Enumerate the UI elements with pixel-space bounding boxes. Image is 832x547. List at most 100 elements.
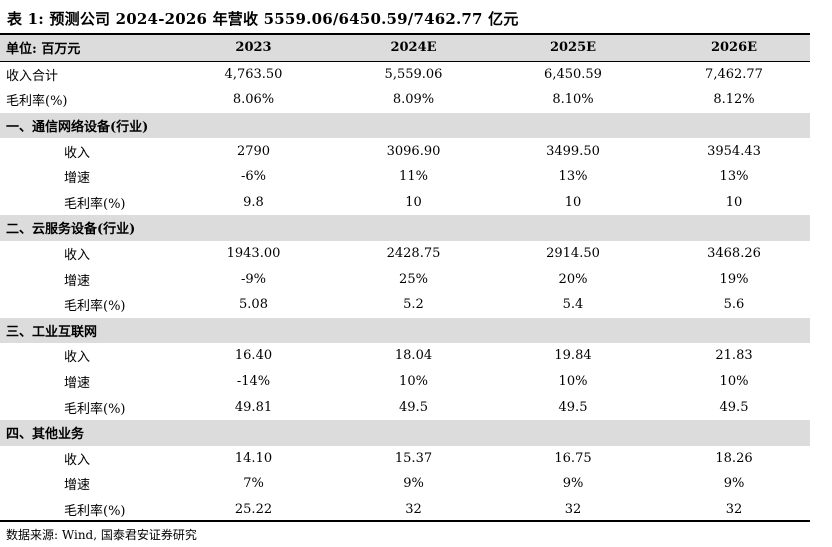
row-label: 增速: [64, 171, 91, 187]
value-cell: 10: [725, 194, 743, 210]
year-header: 2025E: [488, 35, 658, 62]
sub-row: 收入 1943.00 2428.75 2914.50 3468.26: [0, 241, 810, 267]
section-row: 一、通信网络设备(行业): [0, 112, 810, 139]
value-cell: 5.4: [562, 297, 584, 313]
value-cell: 16.75: [554, 450, 592, 466]
value-cell: 49.5: [399, 399, 428, 415]
value-cell: 9%: [562, 476, 584, 492]
value-cell: 18.26: [715, 450, 753, 466]
sub-row: 增速 -9% 25% 20% 19%: [0, 266, 810, 292]
source-note: 数据来源: Wind, 国泰君安证券研究: [6, 528, 197, 542]
value-cell: 2790: [236, 143, 271, 159]
row-label: 增速: [64, 273, 91, 289]
sub-row: 收入 16.40 18.04 19.84 21.83: [0, 343, 810, 369]
section-row: 二、云服务设备(行业): [0, 215, 810, 241]
value-cell: -9%: [240, 271, 267, 287]
summary-row: 收入合计 4,763.50 5,559.06 6,450.59 7,462.77: [0, 61, 810, 87]
value-cell: 49.5: [719, 399, 749, 415]
value-cell: 3954.43: [707, 143, 761, 159]
sub-row: 增速 -6% 11% 13% 13%: [0, 164, 810, 190]
value-cell: 32: [405, 501, 422, 517]
value-cell: 6,450.59: [544, 66, 602, 82]
row-label: 毛利率(%): [64, 401, 126, 417]
row-label: 增速: [64, 376, 91, 392]
sub-row: 毛利率(%) 5.08 5.2 5.4 5.6: [0, 292, 810, 318]
value-cell: 11%: [399, 169, 428, 185]
row-label: 收入: [64, 452, 91, 468]
sub-row: 毛利率(%) 25.22 32 32 32: [0, 497, 810, 523]
value-cell: 9%: [723, 476, 745, 492]
value-cell: 9.8: [243, 194, 264, 210]
year-header: 2024E: [339, 35, 488, 62]
value-cell: 3468.26: [707, 246, 761, 262]
value-cell: 5.08: [239, 297, 268, 313]
sub-row: 增速 -14% 10% 10% 10%: [0, 369, 810, 395]
value-cell: 3499.50: [546, 143, 600, 159]
table-title: 表 1: 预测公司 2024-2026 年营收 5559.06/6450.59/…: [7, 10, 519, 28]
row-label: 毛利率(%): [64, 196, 126, 212]
row-label: 收入: [64, 248, 91, 264]
section-row: 三、工业互联网: [0, 317, 810, 344]
value-cell: 10%: [558, 374, 588, 390]
value-cell: -6%: [240, 169, 267, 185]
value-cell: 5,559.06: [384, 66, 443, 82]
section-label: 二、云服务设备(行业): [0, 215, 810, 241]
row-label: 收入合计: [6, 68, 59, 84]
row-label: 收入: [64, 350, 91, 366]
value-cell: 7,462.77: [705, 66, 763, 82]
unit-label: 单位: 百万元: [0, 35, 168, 62]
sub-row: 毛利率(%) 49.81 49.5 49.5 49.5: [0, 394, 810, 420]
value-cell: 4,763.50: [224, 66, 283, 82]
value-cell: 13%: [558, 169, 588, 185]
value-cell: 7%: [243, 476, 264, 492]
value-cell: 5.6: [723, 297, 745, 313]
value-cell: 10: [564, 194, 582, 210]
value-cell: 8.10%: [552, 92, 594, 108]
row-label: 增速: [64, 478, 91, 494]
forecast-table: 单位: 百万元 2023 2024E 2025E 2026E 收入合计 4,763…: [0, 35, 810, 522]
table-top-rule: [0, 33, 810, 35]
value-cell: 16.40: [234, 348, 273, 364]
value-cell: 8.06%: [232, 92, 275, 108]
sub-row: 收入 14.10 15.37 16.75 18.26: [0, 446, 810, 472]
value-cell: 32: [725, 501, 743, 517]
value-cell: 49.5: [558, 399, 588, 415]
row-label: 毛利率(%): [64, 299, 126, 315]
value-cell: 25%: [399, 271, 428, 287]
value-cell: 1943.00: [226, 246, 281, 262]
value-cell: -14%: [236, 374, 271, 390]
value-cell: 14.10: [234, 450, 273, 466]
value-cell: 13%: [719, 169, 749, 185]
table-bottom-rule: [0, 520, 810, 522]
year-header: 2023: [168, 35, 339, 62]
value-cell: 10%: [399, 374, 428, 390]
section-label: 三、工业互联网: [0, 317, 810, 344]
value-cell: 21.83: [715, 348, 753, 364]
value-cell: 5.2: [403, 297, 424, 313]
value-cell: 8.12%: [713, 92, 755, 108]
section-label: 一、通信网络设备(行业): [0, 112, 810, 139]
row-label: 毛利率(%): [6, 94, 68, 110]
sub-row: 毛利率(%) 9.8 10 10 10: [0, 190, 810, 216]
row-label: 收入: [64, 145, 91, 161]
value-cell: 49.81: [234, 399, 273, 415]
table-body: 单位: 百万元 2023 2024E 2025E 2026E 收入合计 4,763…: [0, 35, 810, 522]
value-cell: 3096.90: [386, 143, 441, 159]
value-cell: 32: [564, 501, 582, 517]
section-row: 四、其他业务: [0, 419, 810, 446]
value-cell: 19%: [719, 271, 749, 287]
year-header: 2026E: [658, 35, 810, 62]
value-cell: 8.09%: [392, 92, 435, 108]
row-label: 毛利率(%): [64, 503, 126, 519]
section-label: 四、其他业务: [0, 419, 810, 446]
sub-row: 收入 2790 3096.90 3499.50 3954.43: [0, 138, 810, 164]
value-cell: 25.22: [234, 501, 273, 517]
summary-row: 毛利率(%) 8.06% 8.09% 8.10% 8.12%: [0, 87, 810, 113]
value-cell: 2428.75: [386, 246, 441, 262]
value-cell: 20%: [558, 271, 588, 287]
value-cell: 9%: [403, 476, 424, 492]
value-cell: 10: [405, 194, 422, 210]
value-cell: 10%: [719, 374, 749, 390]
header-row: 单位: 百万元 2023 2024E 2025E 2026E: [0, 35, 810, 62]
